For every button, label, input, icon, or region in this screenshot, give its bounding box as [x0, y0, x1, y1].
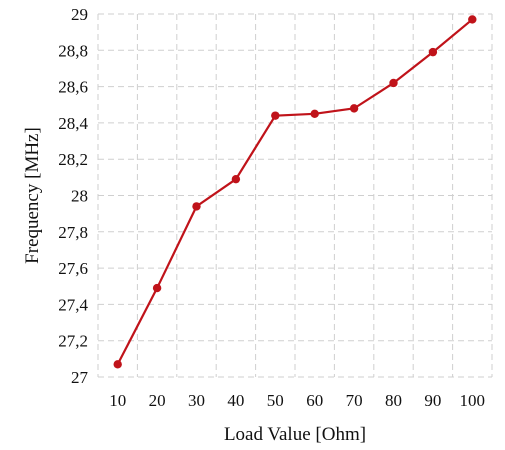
- data-point: [310, 109, 319, 119]
- x-tick-label: 90: [424, 391, 441, 410]
- series-layer: [113, 15, 477, 369]
- grid: [97, 13, 493, 378]
- x-axis-ticks: 10 20 30 40 50 60 70 80 90 100: [109, 391, 485, 410]
- x-tick-label: 60: [306, 391, 323, 410]
- data-point: [192, 202, 201, 211]
- data-point: [389, 78, 398, 88]
- x-tick-label: 40: [227, 391, 244, 410]
- y-tick-label: 27,8: [58, 223, 88, 242]
- y-tick-label: 27: [71, 368, 89, 387]
- x-axis-title: Load Value [Ohm]: [224, 424, 366, 445]
- series-line: [116, 18, 474, 365]
- y-tick-label: 27,6: [58, 259, 88, 278]
- data-point: [468, 15, 477, 24]
- y-tick-label: 28,4: [58, 114, 88, 133]
- x-tick-label: 20: [149, 391, 166, 410]
- x-tick-label: 10: [109, 391, 126, 410]
- y-tick-label: 28: [71, 187, 88, 206]
- y-tick-label: 29: [71, 5, 88, 24]
- y-tick-label: 27,2: [58, 332, 88, 351]
- data-point: [231, 174, 241, 184]
- y-axis-title: Frequency [MHz]: [22, 127, 43, 264]
- y-tick-label: 27,4: [58, 295, 88, 314]
- data-point: [349, 104, 359, 113]
- y-axis-ticks: 27 27,2 27,4 27,6 27,8 28 28,2 28,4 28,6 28,8 29: [58, 5, 88, 387]
- data-point: [152, 283, 162, 293]
- x-tick-label: 30: [188, 391, 205, 410]
- data-point: [428, 47, 438, 57]
- y-tick-label: 28,6: [58, 78, 88, 97]
- x-tick-label: 70: [346, 391, 363, 410]
- y-tick-label: 28,2: [58, 150, 88, 169]
- data-point: [271, 111, 280, 120]
- x-tick-label: 100: [460, 391, 486, 410]
- x-tick-label: 80: [385, 391, 402, 410]
- data-point: [113, 360, 122, 369]
- y-tick-label: 28,8: [58, 41, 88, 60]
- x-tick-label: 50: [267, 391, 284, 410]
